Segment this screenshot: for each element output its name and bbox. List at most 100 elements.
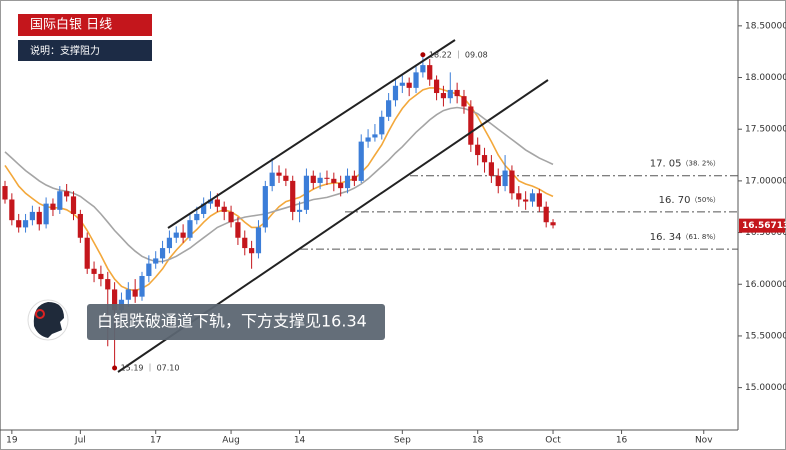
candle-body [296, 209, 303, 212]
candle-body [228, 211, 234, 223]
candle-body [139, 275, 145, 297]
logo-mark [35, 309, 45, 319]
candle-body [180, 232, 186, 238]
x-tick-label: Nov [695, 436, 713, 446]
candle-body [36, 211, 42, 225]
banner: 白银跌破通道下轨，下方支撑见16.34 [97, 312, 367, 331]
candle-body [338, 182, 344, 189]
candle-body [194, 213, 200, 221]
candle-body [399, 82, 405, 86]
subtitle-box [18, 40, 152, 61]
y-tick-label: 18.50000 [745, 21, 786, 31]
candle-body [488, 162, 494, 176]
chart-title: 国际白银 日线 [30, 17, 112, 33]
x-tick-label: Sep [394, 436, 411, 446]
candle-body [344, 175, 351, 189]
candle-body [249, 248, 255, 254]
candle-body [358, 141, 364, 181]
y-tick-label: 17.00000 [745, 176, 786, 186]
candle-body [255, 227, 262, 254]
candle-body [166, 237, 173, 249]
overlay: 15.00000 15.50000 16.00000 16.50000 17.00000… [6, 21, 786, 445]
candle-body [379, 116, 385, 135]
y-tick-label: 16.00000 [745, 280, 786, 290]
high-dot [420, 52, 426, 58]
candle-body [2, 186, 8, 200]
candle-body [173, 232, 179, 238]
candle-body [112, 289, 118, 311]
x-tick-label: 19 [6, 436, 18, 446]
candle-body [447, 89, 453, 99]
candle-body [125, 289, 131, 300]
candle-body [406, 82, 412, 88]
level-value: 16. 70 [659, 195, 691, 206]
candle-body [310, 175, 316, 183]
candle-body [516, 193, 522, 200]
last-price-label: 16.56713 [742, 221, 786, 231]
candle-body [57, 191, 63, 210]
candle-body [77, 213, 83, 238]
candle-body [290, 180, 296, 212]
candle-body [187, 220, 193, 238]
candle-body [221, 206, 227, 212]
candle-body [529, 193, 536, 202]
banner-box [87, 304, 385, 340]
candle-body [433, 79, 440, 94]
candle-body [159, 248, 166, 259]
candle-body [523, 199, 529, 202]
level-note: （50%） [690, 196, 720, 204]
candle-body [132, 289, 138, 297]
candle-body [413, 72, 419, 88]
moving-average [4, 106, 554, 263]
candle-body [276, 172, 282, 176]
candle-body [454, 89, 460, 97]
candle-body [331, 178, 337, 183]
candle-body [29, 211, 36, 221]
y-tick-label: 15.00000 [745, 383, 786, 393]
candle-body [495, 175, 501, 187]
title-box [18, 14, 152, 36]
y-tick-label: 17.50000 [745, 125, 786, 135]
candle-body [427, 65, 433, 80]
candle-body [207, 199, 214, 204]
x-tick-label: 18 [472, 436, 484, 446]
level-label: 16. 70（50%） [659, 195, 720, 206]
level-note: （38. 2%） [682, 160, 720, 168]
candle-body [317, 177, 323, 183]
x-tick-label: 17 [150, 436, 161, 446]
candle-body [502, 170, 508, 187]
level-value: 16. 34 [650, 232, 682, 243]
candle-body [262, 186, 268, 228]
candle-body [392, 85, 399, 101]
candle-body [351, 175, 357, 181]
candle-body [365, 137, 371, 142]
high-label: 18.22 ｜ 09.08 [429, 50, 488, 59]
x-tick-label: Jul [74, 436, 86, 446]
low-label: 15.19 ｜ 07.10 [121, 363, 180, 372]
candle-body [84, 237, 90, 269]
candle-body [543, 206, 549, 223]
candle-body [386, 100, 392, 117]
level-label: 17. 05（38. 2%） [650, 159, 720, 170]
candle-body [242, 237, 248, 249]
candle-body [372, 134, 378, 138]
chart-subtitle: 说明：支撑阻力 [30, 44, 100, 57]
candle-body [91, 268, 97, 274]
candle-body [70, 196, 77, 214]
candle-body [468, 106, 474, 145]
candle-body [146, 263, 152, 276]
candle-body [283, 175, 289, 181]
candle-body [22, 220, 29, 228]
candle-body [43, 203, 49, 225]
candle-body [475, 144, 481, 156]
level-note: （61. 8%） [682, 233, 720, 241]
candle-body [481, 155, 488, 163]
channel-upper [167, 39, 456, 229]
x-tick-label: 14 [294, 436, 306, 446]
last-price-box [739, 218, 785, 233]
candle-body [440, 93, 447, 99]
candle-body [324, 177, 330, 179]
low-dot [112, 365, 118, 371]
x-tick-label: Oct [545, 436, 561, 446]
